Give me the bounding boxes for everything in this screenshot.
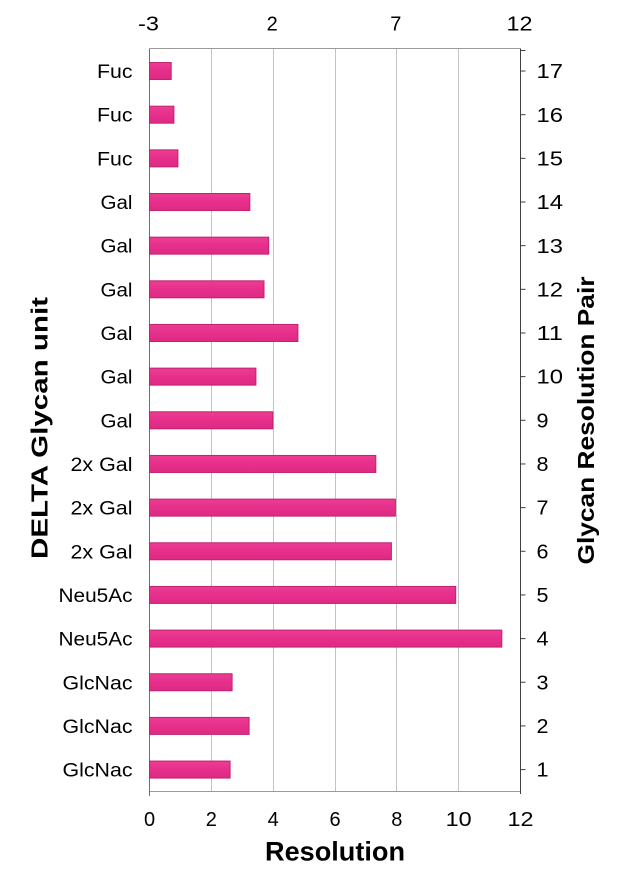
- svg-text:Neu5Ac: Neu5Ac: [59, 630, 133, 651]
- svg-text:Fuc: Fuc: [97, 62, 133, 83]
- svg-text:2: 2: [267, 14, 278, 36]
- svg-text:11: 11: [537, 323, 564, 345]
- svg-text:Resolution: Resolution: [265, 836, 405, 866]
- svg-text:3: 3: [537, 672, 549, 694]
- svg-text:16: 16: [537, 105, 564, 127]
- svg-text:15: 15: [537, 148, 564, 170]
- svg-text:13: 13: [537, 236, 564, 258]
- svg-text:8: 8: [391, 809, 402, 831]
- svg-text:12: 12: [507, 14, 533, 36]
- svg-text:Gal: Gal: [101, 237, 133, 258]
- svg-text:4: 4: [537, 629, 549, 651]
- svg-text:17: 17: [537, 61, 564, 83]
- svg-text:14: 14: [537, 192, 564, 214]
- svg-text:GlcNac: GlcNac: [63, 673, 133, 694]
- svg-text:8: 8: [537, 454, 549, 476]
- svg-text:4: 4: [268, 809, 279, 831]
- svg-text:2: 2: [537, 716, 549, 738]
- svg-text:9: 9: [537, 410, 549, 432]
- svg-text:Fuc: Fuc: [97, 106, 133, 127]
- svg-text:5: 5: [537, 585, 549, 607]
- svg-text:-3: -3: [138, 14, 159, 36]
- svg-text:7: 7: [390, 14, 401, 36]
- svg-text:7: 7: [537, 498, 549, 520]
- svg-text:2: 2: [206, 809, 217, 831]
- svg-text:12: 12: [508, 809, 534, 831]
- svg-text:Gal: Gal: [101, 324, 133, 345]
- svg-text:Gal: Gal: [101, 280, 133, 301]
- svg-text:0: 0: [144, 809, 155, 831]
- svg-text:Fuc: Fuc: [97, 149, 133, 170]
- svg-text:2x Gal: 2x Gal: [71, 542, 133, 563]
- svg-text:GlcNac: GlcNac: [63, 761, 133, 782]
- svg-text:10: 10: [446, 809, 472, 831]
- svg-text:2x Gal: 2x Gal: [71, 499, 133, 520]
- svg-text:Gal: Gal: [101, 411, 133, 432]
- svg-text:6: 6: [329, 809, 340, 831]
- svg-text:6: 6: [537, 541, 549, 563]
- svg-text:12: 12: [537, 279, 564, 301]
- svg-text:GlcNac: GlcNac: [63, 717, 133, 738]
- svg-text:Gal: Gal: [101, 368, 133, 389]
- svg-text:1: 1: [537, 760, 549, 782]
- svg-text:Glycan Resolution Pair: Glycan Resolution Pair: [573, 276, 599, 564]
- svg-text:10: 10: [537, 367, 564, 389]
- svg-text:2x Gal: 2x Gal: [71, 455, 133, 476]
- svg-text:Gal: Gal: [101, 193, 133, 214]
- svg-text:Neu5Ac: Neu5Ac: [59, 586, 133, 607]
- svg-text:DELTA Glycan unit: DELTA Glycan unit: [27, 297, 53, 559]
